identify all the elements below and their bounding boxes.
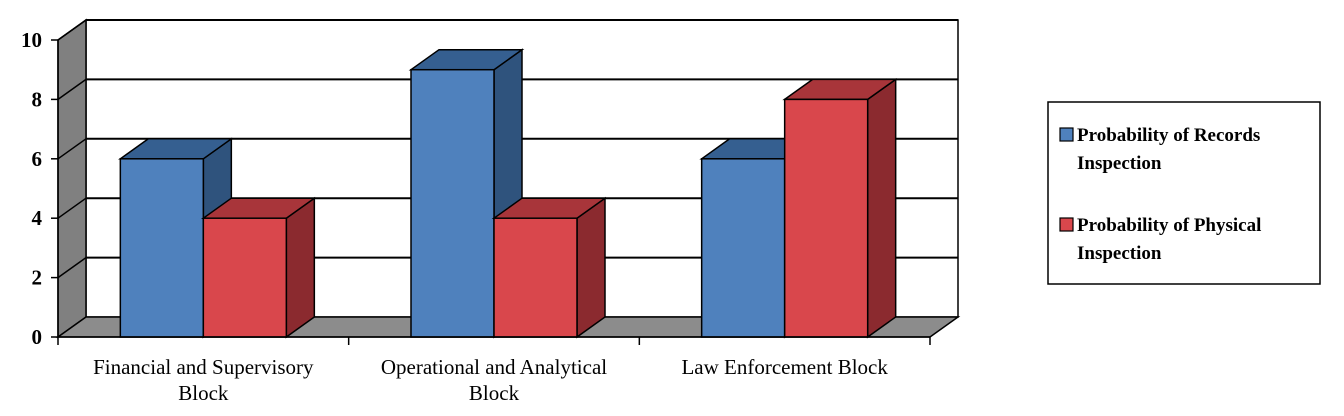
gridline-side xyxy=(57,197,87,219)
legend-item: Probability of Records Inspection xyxy=(1059,125,1260,174)
bar xyxy=(782,77,899,339)
gridline-side xyxy=(57,78,87,101)
y-tick-labels: 0 2 4 6 8 10 xyxy=(21,28,43,349)
bar-side xyxy=(866,77,897,339)
y-tick-label: 10 xyxy=(21,28,42,52)
x-category-label: Financial and Supervisory Block xyxy=(93,355,314,405)
x-category-label: Operational and Analytical Block xyxy=(381,355,607,405)
y-tick-label: 8 xyxy=(32,87,43,111)
bar-front xyxy=(783,98,869,338)
gridline-side xyxy=(57,256,87,279)
bar-side xyxy=(285,196,316,339)
axes xyxy=(51,39,931,345)
y-tick-label: 2 xyxy=(32,266,43,290)
y-tick-label: 4 xyxy=(32,206,43,230)
y-tick-label: 0 xyxy=(32,325,43,349)
bar-front xyxy=(202,217,288,338)
legend-label: Probability of Physical Inspection xyxy=(1077,215,1261,264)
legend-label: Probability of Records Inspection xyxy=(1077,125,1260,174)
bar xyxy=(491,196,608,339)
y-tick-label: 6 xyxy=(32,147,43,171)
bar-front xyxy=(410,68,495,338)
x-category-label: Law Enforcement Block xyxy=(681,355,888,379)
gridline-side xyxy=(57,138,87,160)
legend: Probability of Records Inspection Probabil… xyxy=(1047,101,1321,285)
bar-side xyxy=(576,196,606,339)
bar xyxy=(200,196,317,339)
legend-swatch xyxy=(1059,217,1074,232)
x-category-labels: Financial and Supervisory Block Operationa… xyxy=(93,355,888,405)
legend-box xyxy=(1047,101,1321,285)
bar-front xyxy=(700,158,786,338)
side-wall xyxy=(57,18,87,339)
bar-front xyxy=(119,158,205,338)
legend-swatch xyxy=(1059,127,1074,142)
legend-item: Probability of Physical Inspection xyxy=(1059,215,1261,264)
bar-front xyxy=(493,217,578,338)
bars xyxy=(117,48,899,339)
gridline-side xyxy=(57,19,87,41)
